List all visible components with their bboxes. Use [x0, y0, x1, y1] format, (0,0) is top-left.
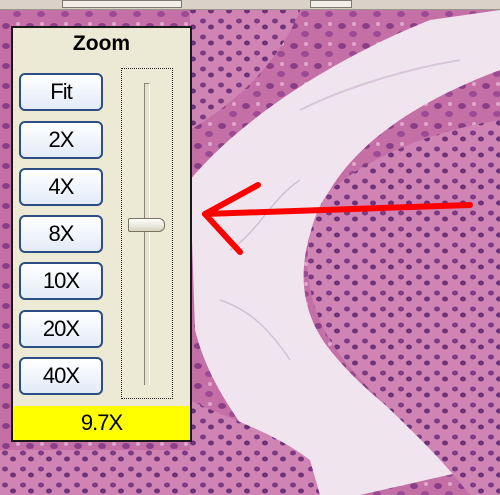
- zoom-fit-button[interactable]: Fit: [19, 73, 103, 111]
- top-toolbar-strip: [0, 0, 500, 10]
- zoom-slider[interactable]: [121, 68, 173, 399]
- zoom-panel: Zoom Fit 2X 4X 8X 10X 20X 40X 9.7X: [11, 26, 192, 442]
- zoom-4x-button[interactable]: 4X: [19, 168, 103, 206]
- zoom-10x-button[interactable]: 10X: [19, 262, 103, 300]
- zoom-2x-button[interactable]: 2X: [19, 121, 103, 159]
- toolbar-segment: [310, 0, 352, 8]
- zoom-panel-title: Zoom: [72, 32, 131, 55]
- zoom-40x-button[interactable]: 40X: [19, 357, 103, 395]
- zoom-slider-track[interactable]: [144, 83, 150, 385]
- zoom-20x-button[interactable]: 20X: [19, 310, 103, 348]
- toolbar-segment: [62, 0, 182, 8]
- zoom-8x-button[interactable]: 8X: [19, 215, 103, 253]
- zoom-slider-thumb[interactable]: [128, 218, 165, 233]
- zoom-level-readout: 9.7X: [13, 406, 190, 440]
